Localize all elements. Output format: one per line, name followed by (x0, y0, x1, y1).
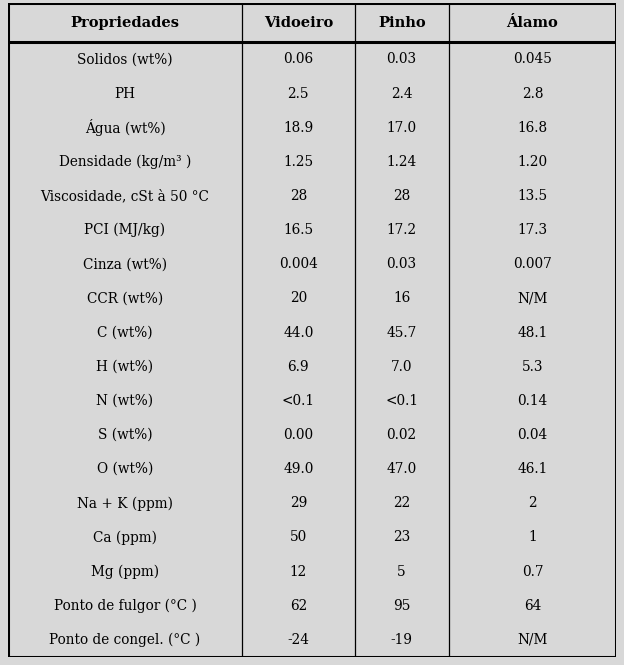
Text: 64: 64 (524, 598, 541, 612)
Text: 1.25: 1.25 (283, 155, 313, 169)
Text: CCR (wt%): CCR (wt%) (87, 291, 163, 305)
Text: 46.1: 46.1 (517, 462, 547, 476)
Text: Cinza (wt%): Cinza (wt%) (83, 257, 167, 271)
Text: <0.1: <0.1 (282, 394, 315, 408)
Text: S (wt%): S (wt%) (98, 428, 152, 442)
Text: H (wt%): H (wt%) (97, 360, 154, 374)
Text: Água (wt%): Água (wt%) (85, 119, 165, 136)
Text: 0.03: 0.03 (387, 257, 417, 271)
Text: 16: 16 (393, 291, 411, 305)
Text: 1: 1 (528, 531, 537, 545)
Text: 13.5: 13.5 (517, 189, 547, 203)
Text: 17.0: 17.0 (387, 120, 417, 134)
Text: 18.9: 18.9 (283, 120, 313, 134)
Text: Ponto de congel. (°C ): Ponto de congel. (°C ) (49, 632, 201, 647)
Text: 29: 29 (290, 496, 307, 510)
Text: 28: 28 (290, 189, 307, 203)
Text: N/M: N/M (517, 633, 548, 647)
Text: 49.0: 49.0 (283, 462, 313, 476)
Text: PH: PH (115, 86, 135, 100)
Text: Viscosidade, cSt à 50 °C: Viscosidade, cSt à 50 °C (41, 189, 210, 203)
Text: N (wt%): N (wt%) (97, 394, 154, 408)
Text: Solidos (wt%): Solidos (wt%) (77, 53, 173, 66)
Text: O (wt%): O (wt%) (97, 462, 154, 476)
Text: 7.0: 7.0 (391, 360, 412, 374)
Text: -19: -19 (391, 633, 412, 647)
Text: Álamo: Álamo (507, 16, 558, 30)
Text: 0.02: 0.02 (387, 428, 417, 442)
Text: -24: -24 (287, 633, 310, 647)
Text: 48.1: 48.1 (517, 326, 547, 340)
Text: 1.24: 1.24 (386, 155, 417, 169)
Text: 0.03: 0.03 (387, 53, 417, 66)
Text: 5.3: 5.3 (522, 360, 543, 374)
Text: 44.0: 44.0 (283, 326, 313, 340)
Text: 50: 50 (290, 531, 307, 545)
Text: 0.00: 0.00 (283, 428, 313, 442)
Text: Propriedades: Propriedades (71, 16, 180, 30)
Text: 2: 2 (528, 496, 537, 510)
Text: 62: 62 (290, 598, 307, 612)
Text: 20: 20 (290, 291, 307, 305)
Text: 6.9: 6.9 (288, 360, 309, 374)
Text: Na + K (ppm): Na + K (ppm) (77, 496, 173, 511)
Text: 0.04: 0.04 (517, 428, 547, 442)
Text: 0.007: 0.007 (513, 257, 552, 271)
Text: 16.5: 16.5 (283, 223, 313, 237)
Text: 2.4: 2.4 (391, 86, 412, 100)
Text: 45.7: 45.7 (386, 326, 417, 340)
Text: 0.045: 0.045 (513, 53, 552, 66)
Text: 12: 12 (290, 565, 307, 579)
Text: Ponto de fulgor (°C ): Ponto de fulgor (°C ) (54, 598, 197, 613)
Text: 2.8: 2.8 (522, 86, 543, 100)
Text: 47.0: 47.0 (386, 462, 417, 476)
Text: 16.8: 16.8 (517, 120, 547, 134)
Text: 23: 23 (393, 531, 411, 545)
Text: Ca (ppm): Ca (ppm) (93, 530, 157, 545)
Text: 0.14: 0.14 (517, 394, 547, 408)
Text: 95: 95 (393, 598, 411, 612)
Text: 17.3: 17.3 (517, 223, 547, 237)
Text: <0.1: <0.1 (385, 394, 418, 408)
Text: 28: 28 (393, 189, 411, 203)
Text: PCI (MJ/kg): PCI (MJ/kg) (84, 223, 165, 237)
Text: 22: 22 (393, 496, 411, 510)
Text: 17.2: 17.2 (387, 223, 417, 237)
Text: Mg (ppm): Mg (ppm) (91, 565, 159, 579)
Text: 0.06: 0.06 (283, 53, 313, 66)
Text: 2.5: 2.5 (288, 86, 309, 100)
Text: 5: 5 (397, 565, 406, 579)
Text: 1.20: 1.20 (517, 155, 547, 169)
Text: C (wt%): C (wt%) (97, 326, 153, 340)
Text: N/M: N/M (517, 291, 548, 305)
Text: 0.004: 0.004 (279, 257, 318, 271)
Text: Densidade (kg/m³ ): Densidade (kg/m³ ) (59, 154, 191, 169)
Text: Pinho: Pinho (378, 16, 426, 30)
Text: Vidoeiro: Vidoeiro (264, 16, 333, 30)
Text: 0.7: 0.7 (522, 565, 543, 579)
